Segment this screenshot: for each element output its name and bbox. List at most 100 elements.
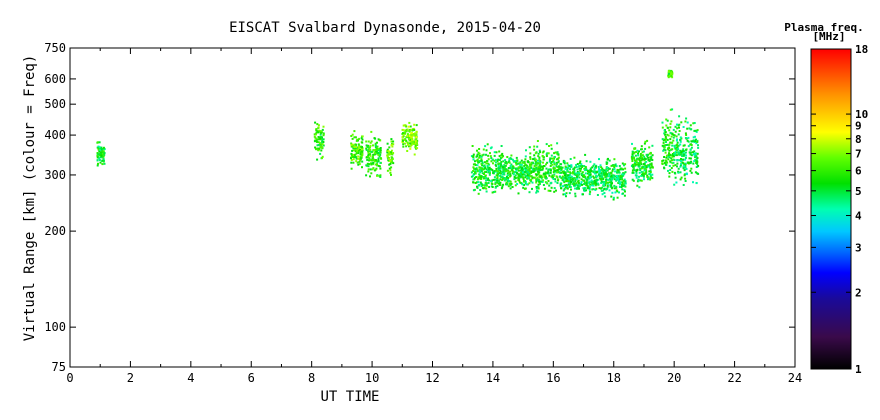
data-point (391, 142, 394, 145)
data-point (594, 181, 597, 184)
data-point (487, 154, 490, 157)
data-point (491, 186, 494, 188)
data-point (604, 180, 607, 183)
data-point (631, 169, 634, 172)
data-point (616, 196, 619, 199)
data-point (486, 143, 489, 146)
data-point (315, 139, 318, 142)
data-point (682, 165, 685, 168)
data-point (555, 189, 557, 192)
data-point (527, 177, 530, 180)
data-point (392, 140, 395, 143)
data-point (577, 174, 579, 177)
data-point (667, 155, 670, 158)
data-point (509, 170, 512, 173)
data-point (520, 159, 523, 162)
data-point (408, 130, 411, 133)
data-point (595, 171, 598, 174)
data-point (603, 187, 606, 190)
data-point (640, 155, 643, 158)
data-point (609, 171, 612, 174)
data-point (636, 180, 639, 183)
data-point (689, 153, 692, 156)
data-point (574, 178, 577, 181)
data-point (673, 153, 676, 155)
data-point (631, 178, 634, 181)
data-point (494, 161, 497, 164)
data-point (669, 169, 672, 171)
data-point (542, 167, 544, 170)
data-point (676, 141, 679, 144)
data-point (614, 191, 617, 194)
data-point (526, 174, 529, 177)
data-point (483, 173, 485, 175)
data-point (618, 181, 621, 184)
data-point (668, 172, 671, 175)
data-point (582, 174, 585, 177)
data-point (649, 171, 652, 173)
data-point (372, 159, 375, 162)
data-point (414, 132, 417, 135)
data-point (547, 168, 550, 171)
data-point (678, 130, 681, 132)
data-point (555, 171, 558, 174)
y-axis-title: Virtual Range [km] (colour = Freq) (22, 55, 38, 342)
data-point (617, 169, 620, 172)
data-point (579, 160, 582, 163)
data-point (374, 144, 377, 147)
data-point (494, 186, 497, 189)
data-point (559, 182, 562, 185)
data-point (350, 167, 353, 170)
data-point (561, 166, 564, 169)
data-point (663, 167, 666, 170)
data-point (411, 128, 414, 131)
data-point (639, 156, 642, 159)
data-point (401, 138, 404, 141)
data-point (677, 167, 680, 170)
data-point (646, 155, 649, 158)
data-point (320, 137, 323, 140)
data-point (536, 162, 539, 165)
data-point (619, 181, 622, 184)
data-point (569, 173, 571, 176)
data-point (584, 166, 587, 168)
data-point (409, 145, 412, 148)
data-point (550, 161, 553, 163)
data-point (546, 182, 549, 185)
data-point (696, 162, 699, 165)
data-point (552, 178, 555, 180)
data-point (563, 181, 566, 184)
data-point (405, 139, 408, 142)
data-point (316, 130, 319, 133)
data-point (638, 150, 640, 153)
data-point (650, 164, 653, 167)
data-point (560, 166, 562, 169)
data-point (478, 177, 481, 180)
data-point (693, 129, 696, 132)
data-point (378, 155, 381, 158)
data-point (486, 165, 489, 167)
x-tick-label: 14 (486, 371, 500, 385)
data-point (509, 164, 512, 167)
data-point (500, 160, 503, 163)
data-point (618, 171, 621, 174)
data-point (358, 144, 361, 147)
data-point (476, 164, 479, 167)
data-point (515, 171, 518, 174)
data-point (405, 145, 408, 148)
data-point (388, 151, 391, 154)
data-point (490, 168, 493, 171)
data-point (358, 160, 361, 163)
data-point (313, 133, 316, 136)
data-point (640, 145, 643, 148)
data-point (97, 148, 100, 151)
data-point (550, 154, 553, 157)
data-point (321, 143, 324, 146)
data-point (651, 154, 654, 157)
data-point (577, 186, 580, 189)
data-point (483, 165, 485, 168)
data-point (685, 117, 688, 120)
data-point (480, 182, 483, 185)
data-point (472, 158, 475, 161)
data-point (408, 128, 411, 131)
